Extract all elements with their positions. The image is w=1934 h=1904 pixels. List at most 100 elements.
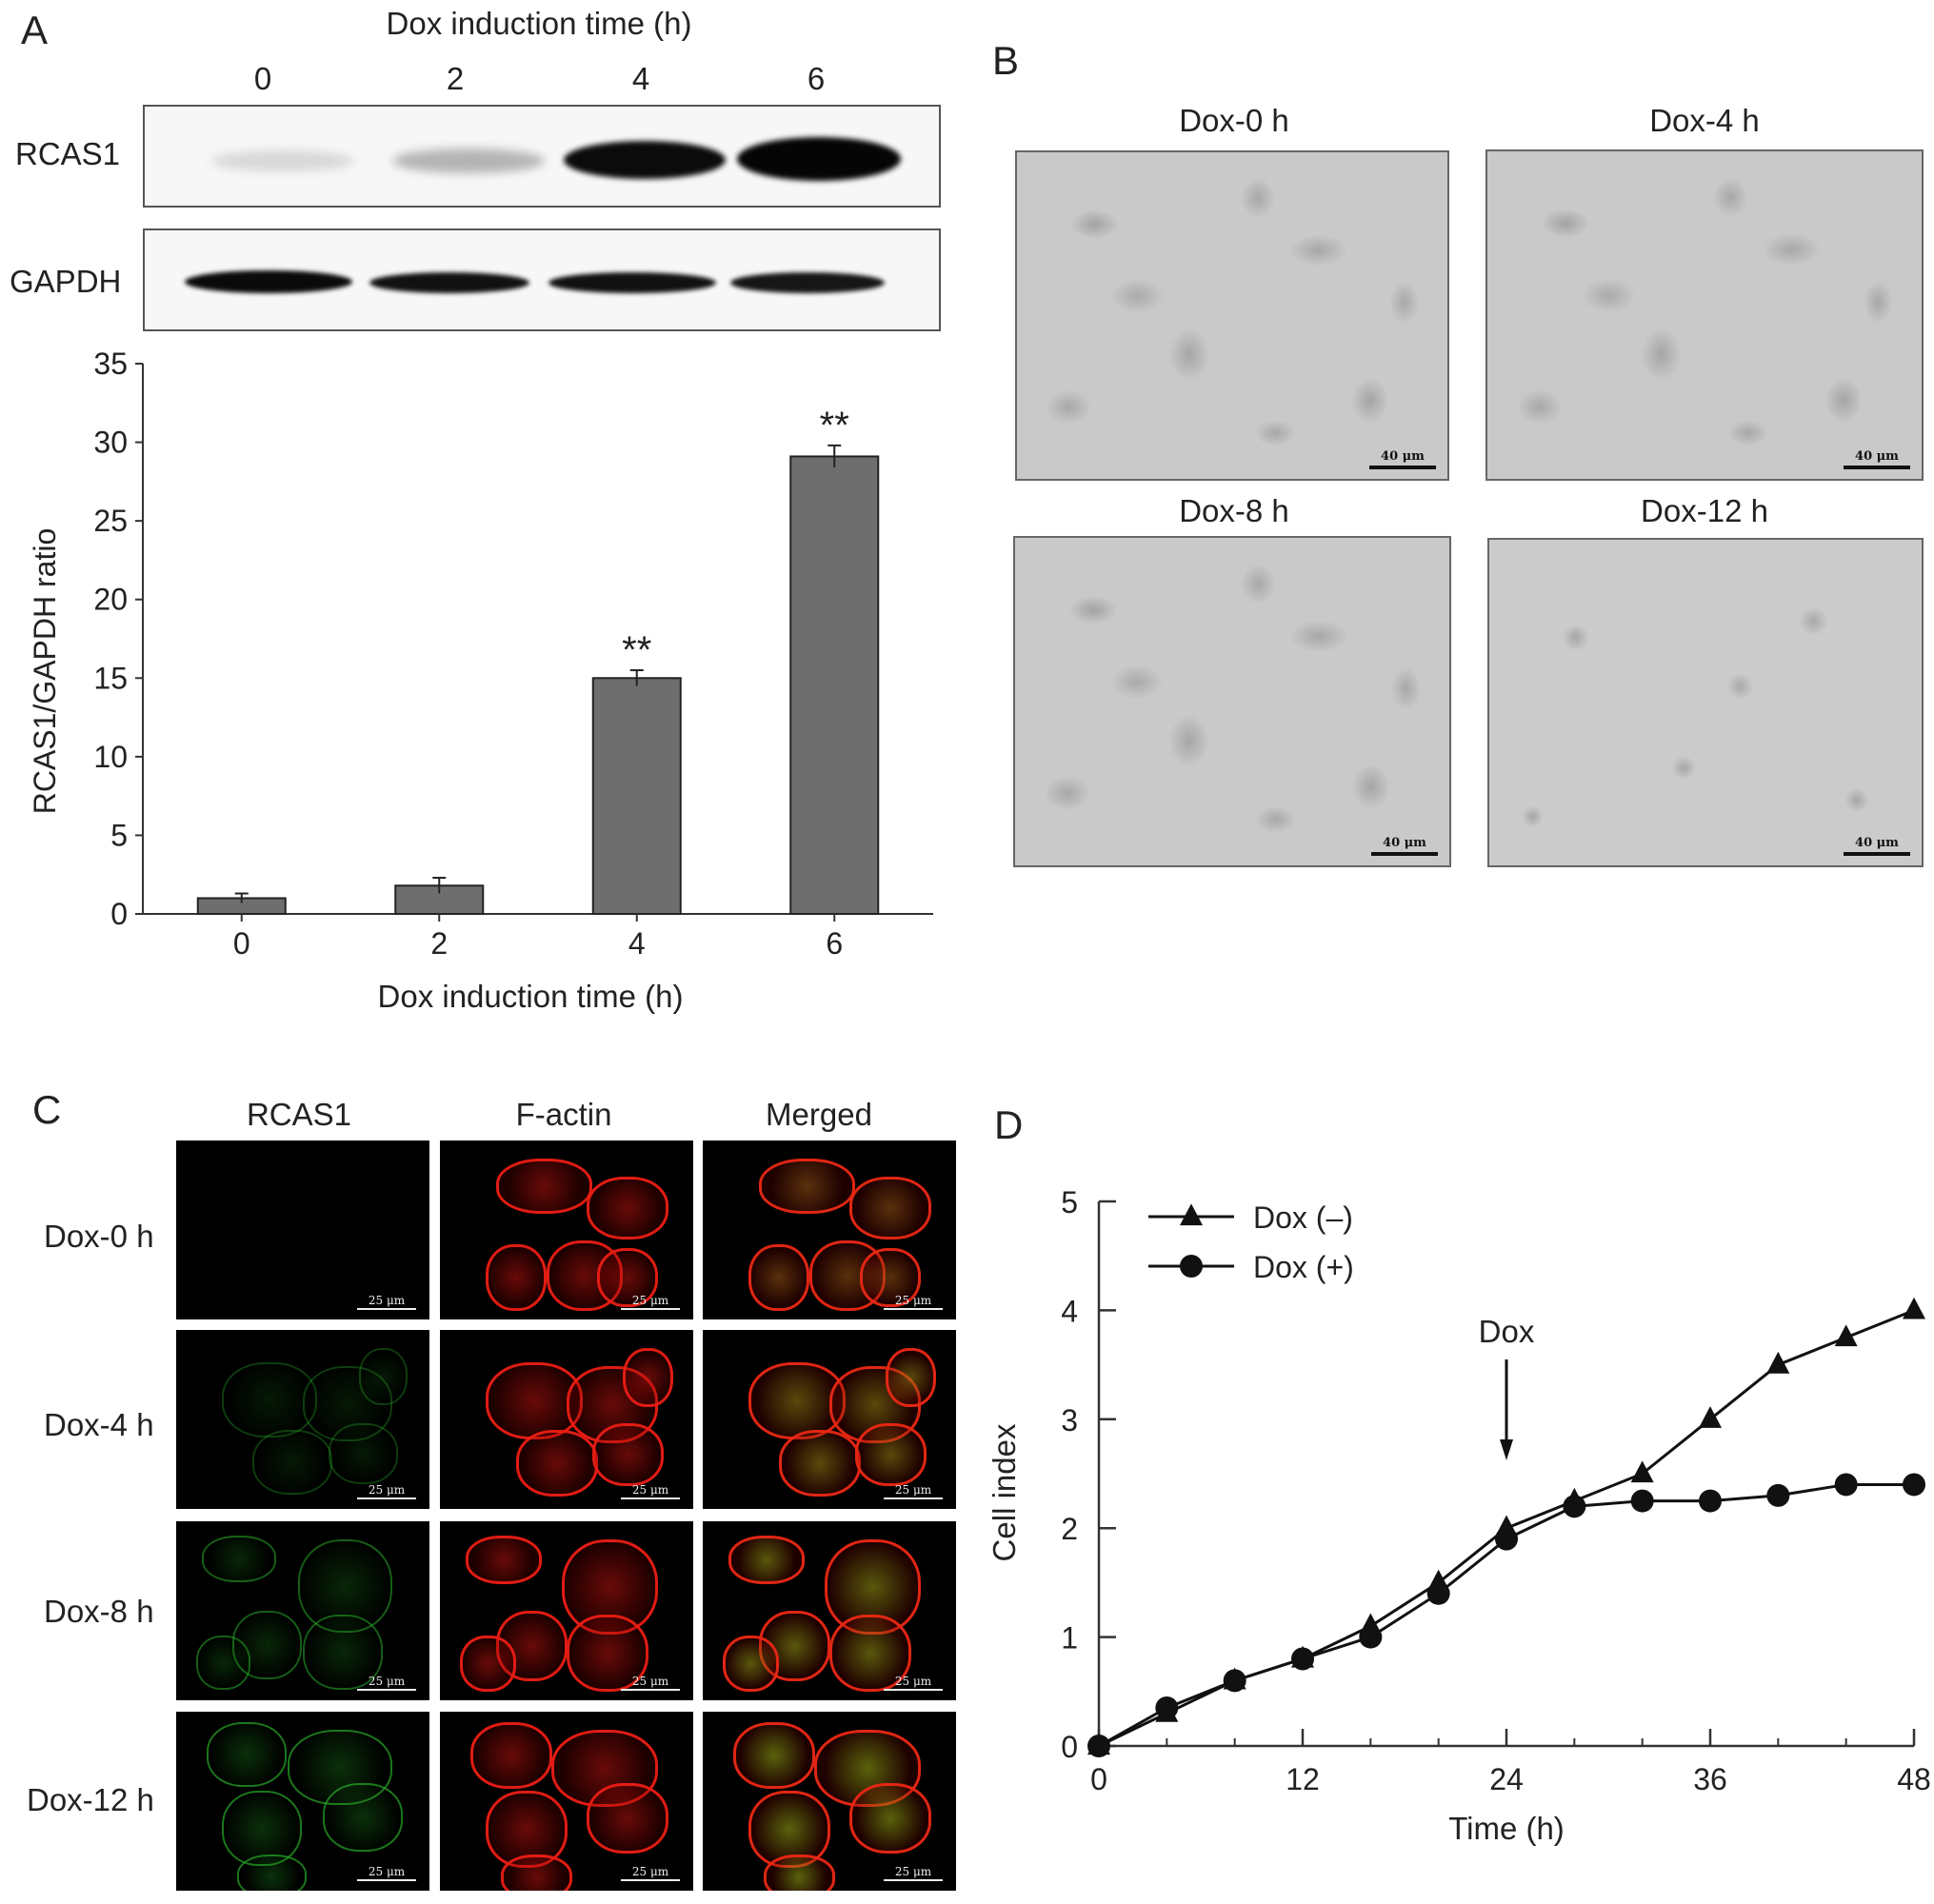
legend-label: Dox (–) [1253,1200,1353,1235]
cell-signal [495,1158,593,1215]
y-tick-label: 5 [1061,1185,1078,1220]
panel-c-letter: C [32,1087,62,1132]
dox-arrow-head [1500,1439,1513,1460]
scale-bar: 25 μm [357,1675,416,1691]
confocal-image-merged: 25 μm [703,1521,956,1700]
micrograph-dox-4h: 40 μm [1485,149,1924,481]
x-tick-label: 48 [1897,1762,1931,1796]
triangle-marker [1180,1203,1203,1226]
micrograph-title: Dox-8 h [1179,493,1289,528]
circle-marker [1563,1495,1586,1518]
confocal-row-label: Dox-12 h [27,1782,154,1817]
panel-d-letter: D [994,1102,1024,1147]
cell-signal [332,1247,393,1306]
circle-marker [1699,1489,1722,1513]
y-tick-label: 0 [110,897,128,931]
micrograph-title: Dox-4 h [1649,103,1760,138]
cell-signal [748,1361,846,1440]
blot-band [548,272,716,293]
cell-signal [622,1347,674,1408]
confocal-column-label: F-actin [515,1097,612,1132]
panel-a-letter: A [21,8,49,52]
cell-signal [758,1158,856,1215]
cell-signal [323,1783,404,1852]
triangle-marker [1699,1406,1722,1428]
blot-lane-label: 4 [631,61,650,96]
y-tick-label: 25 [93,504,128,538]
y-tick-label: 10 [93,740,128,774]
blot-band [369,272,529,293]
cell-signal [196,1636,251,1690]
cell-signal [460,1636,517,1692]
cell-signal [587,1783,669,1854]
cell-signal [303,1614,383,1690]
cell-signal [221,1790,302,1866]
cell-signal [206,1722,287,1788]
circle-marker [1495,1527,1518,1551]
blot-band [211,150,354,171]
scale-bar: 40 μm [1369,449,1436,469]
micrograph-dox-8h: 40 μm [1013,536,1451,867]
cell-signal [849,1783,932,1854]
cell-signal [723,1636,780,1692]
y-tick-label: 35 [93,347,128,381]
cell-signal [763,1854,835,1891]
y-tick-label: 0 [1061,1730,1078,1764]
micrograph-dox-0h: 40 μm [1015,150,1449,481]
x-tick-label: 0 [233,926,250,961]
micrograph-title: Dox-0 h [1179,103,1289,138]
circle-marker [1426,1581,1450,1605]
dox-annotation-label: Dox [1479,1314,1535,1349]
blot-band [564,141,726,179]
circle-marker [1087,1735,1110,1757]
x-axis-label: Time (h) [1448,1811,1565,1846]
x-tick-label: 6 [826,926,843,961]
scale-bar: 25 μm [884,1865,943,1881]
scale-bar: 40 μm [1371,836,1438,856]
bar [591,677,682,915]
circle-marker [1223,1669,1246,1693]
y-tick-label: 3 [1061,1403,1078,1438]
cell-signal [323,1176,404,1238]
circle-marker [1291,1647,1314,1671]
cell-signal [231,1158,328,1213]
y-tick-label: 20 [93,583,128,617]
triangle-marker [1903,1297,1925,1319]
cell-signal [728,1536,806,1585]
cell-signal [251,1430,332,1496]
triangle-marker [1766,1351,1790,1374]
x-tick-label: 0 [1090,1762,1107,1796]
blot-row-label-gapdh: GAPDH [10,264,122,299]
circle-marker [1903,1473,1925,1497]
micrograph-dox-12h: 40 μm [1487,538,1924,867]
cell-signal [221,1244,282,1309]
y-tick-label: 4 [1061,1294,1078,1328]
panel-b-letter: B [992,38,1020,83]
western-blot-rcas1 [143,105,941,208]
confocal-image-f-actin: 25 μm [440,1712,693,1891]
cell-signal [201,1536,277,1583]
significance-marker: ** [820,405,849,446]
confocal-row-label: Dox-4 h [44,1407,154,1442]
y-axis-label: Cell index [987,1423,1022,1561]
triangle-marker [1630,1460,1654,1483]
cell-signal [282,1240,358,1309]
legend-label: Dox (+) [1253,1250,1354,1284]
bar [789,455,880,915]
confocal-image-f-actin: 25 μm [440,1140,693,1319]
confocal-image-f-actin: 25 μm [440,1521,693,1700]
circle-marker [1359,1625,1383,1649]
confocal-row-label: Dox-8 h [44,1594,154,1629]
cell-signal [854,1422,927,1486]
confocal-image-merged: 25 μm [703,1140,956,1319]
blot-band [392,149,545,173]
confocal-image-rcas1: 25 μm [176,1712,429,1891]
confocal-image-rcas1: 25 μm [176,1330,429,1509]
blot-band [185,270,352,293]
cell-signal [859,1247,922,1308]
y-axis-label: RCAS1/GAPDH ratio [28,528,62,815]
cell-signal [469,1722,552,1790]
cell-signal [500,1854,572,1891]
cell-signal [358,1347,409,1406]
